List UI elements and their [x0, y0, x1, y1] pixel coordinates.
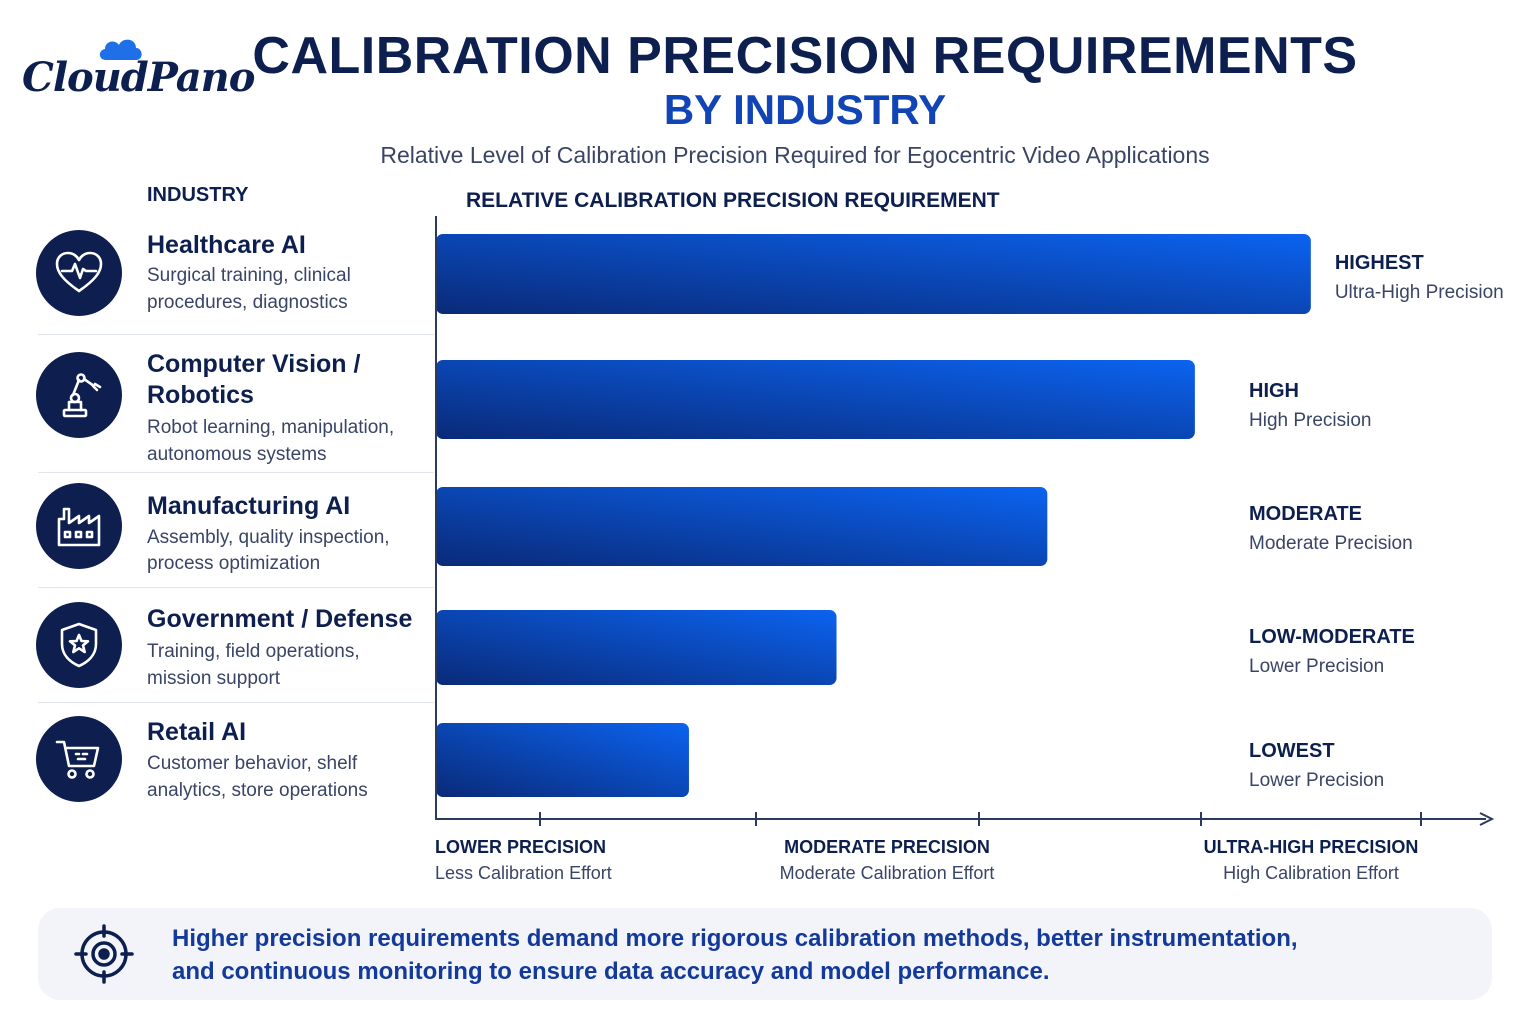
bar-level-label: LOWEST	[1249, 740, 1335, 762]
row-divider	[38, 334, 434, 335]
precision-bar-chart: HIGHEST Ultra-High Precision HIGH High Prec…	[435, 216, 1504, 883]
bar-level-sublabel: Lower Precision	[1249, 770, 1384, 791]
x-axis-sublabel: High Calibration Effort	[1223, 863, 1399, 883]
bar-level-label: MODERATE	[1249, 503, 1362, 525]
page-title-line2: BY INDUSTRY	[663, 86, 947, 133]
industry-name: Healthcare AI	[147, 231, 306, 259]
industry-row-computer-vision: Computer Vision / Robotics Robot learnin…	[36, 350, 432, 470]
bar-5	[436, 723, 689, 797]
x-axis-label: LOWER PRECISION	[435, 837, 606, 857]
industry-name-line2: Robotics	[147, 381, 254, 409]
industry-name: Retail AI	[147, 718, 247, 746]
row-divider	[38, 702, 434, 703]
industry-row-government: Government / Defense Training, field ope…	[36, 602, 432, 700]
bar-level-sublabel: Ultra-High Precision	[1335, 282, 1504, 303]
heartbeat-icon	[36, 230, 122, 316]
brand-logo: CloudPano	[22, 32, 255, 102]
industry-desc-line2: autonomous systems	[147, 444, 327, 465]
industry-name: Government / Defense	[147, 605, 413, 633]
industry-desc-line2: mission support	[147, 668, 281, 689]
industry-desc-line2: procedures, diagnostics	[147, 292, 348, 313]
x-axis-label: ULTRA-HIGH PRECISION	[1204, 837, 1419, 857]
robot-arm-icon	[36, 352, 122, 438]
industry-desc-line1: Surgical training, clinical	[147, 265, 351, 286]
industry-desc-line2: process optimization	[147, 553, 321, 574]
industry-desc-line1: Assembly, quality inspection,	[147, 527, 390, 548]
cloud-icon	[99, 39, 142, 60]
bar-level-label: LOW-MODERATE	[1249, 626, 1415, 648]
industry-desc-line2: analytics, store operations	[147, 780, 368, 801]
bar-level-label: HIGHEST	[1335, 252, 1424, 274]
row-divider	[38, 472, 434, 473]
footer-text-line1: Higher precision requirements demand mor…	[172, 925, 1298, 952]
requirement-column-header: RELATIVE CALIBRATION PRECISION REQUIREME…	[466, 189, 1000, 212]
shield-star-icon	[36, 602, 122, 688]
bar-level-label: HIGH	[1249, 380, 1299, 402]
page-title: CALIBRATION PRECISION REQUIREMENTS	[252, 27, 1358, 85]
bar-level-sublabel: Lower Precision	[1249, 656, 1384, 677]
bar-3	[436, 487, 1048, 566]
row-divider	[38, 587, 434, 588]
page-subtitle: Relative Level of Calibration Precision …	[380, 142, 1210, 168]
target-icon	[74, 924, 134, 984]
industry-row-healthcare: Healthcare AI Surgical training, clinica…	[36, 230, 432, 330]
x-axis-label: MODERATE PRECISION	[784, 837, 990, 857]
bar-1	[436, 234, 1311, 314]
logo-text: CloudPano	[22, 54, 255, 101]
industry-name: Manufacturing AI	[147, 492, 351, 520]
industry-row-manufacturing: Manufacturing AI Assembly, quality inspe…	[36, 483, 432, 583]
industry-row-retail: Retail AI Customer behavior, shelf analy…	[36, 716, 432, 816]
footer-note: Higher precision requirements demand mor…	[38, 908, 1492, 1000]
shopping-cart-icon	[36, 716, 122, 802]
industry-column-header: INDUSTRY	[147, 184, 249, 206]
footer-text-line2: and continuous monitoring to ensure data…	[172, 958, 1050, 985]
bar-level-sublabel: High Precision	[1249, 410, 1372, 431]
bar-level-sublabel: Moderate Precision	[1249, 533, 1413, 554]
bar-2	[436, 360, 1195, 439]
factory-icon	[36, 483, 122, 569]
industry-desc-line1: Robot learning, manipulation,	[147, 417, 395, 438]
x-axis-sublabel: Less Calibration Effort	[435, 863, 612, 883]
x-axis-arrow-icon	[1479, 812, 1495, 826]
industry-name-line1: Computer Vision /	[147, 350, 361, 378]
bar-4	[436, 610, 837, 685]
x-axis-sublabel: Moderate Calibration Effort	[780, 863, 995, 883]
industry-desc-line1: Customer behavior, shelf	[147, 753, 358, 774]
industry-desc-line1: Training, field operations,	[147, 641, 360, 662]
